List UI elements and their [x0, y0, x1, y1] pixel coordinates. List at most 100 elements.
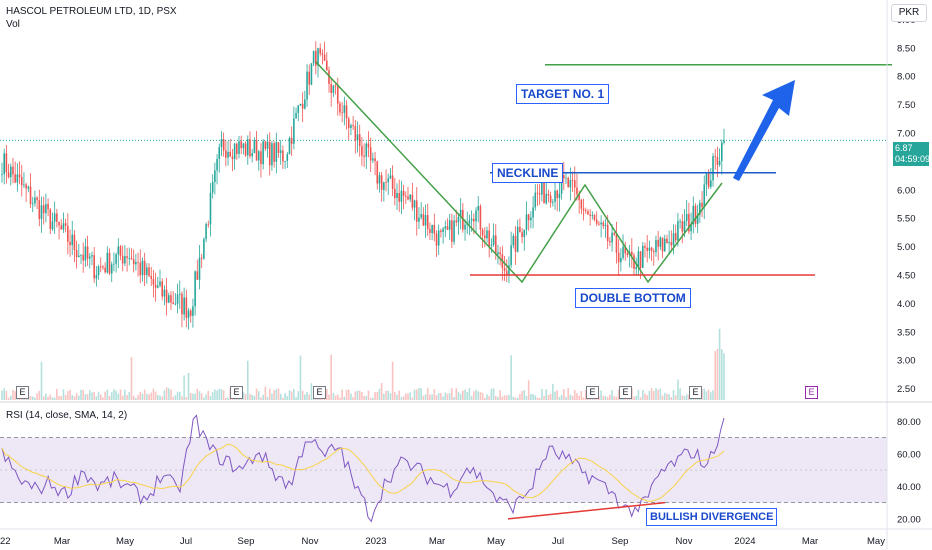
volume-bar — [347, 389, 350, 400]
volume-bar — [481, 392, 484, 400]
x-tick-label: May — [867, 536, 885, 547]
candle — [216, 159, 218, 171]
volume-bar — [685, 394, 688, 400]
volume-bar — [580, 391, 583, 400]
currency-button[interactable]: PKR — [891, 4, 927, 22]
earnings-badge[interactable]: E — [313, 386, 326, 399]
earnings-badge[interactable]: E — [230, 386, 243, 399]
candle — [38, 200, 41, 219]
x-tick-label: 22 — [0, 536, 11, 547]
candle — [108, 252, 111, 274]
volume-bar — [358, 390, 361, 400]
volume-bar — [115, 390, 117, 400]
candle — [652, 250, 655, 253]
double-bottom-label[interactable]: DOUBLE BOTTOM — [575, 288, 691, 308]
volume-bar — [372, 397, 374, 400]
rsi-y-tick-label: 60.00 — [897, 449, 921, 460]
last-price-tag: 6.87 04:59:09 — [893, 142, 931, 166]
candle — [113, 263, 115, 265]
candle — [124, 256, 126, 264]
pattern-drawings[interactable] — [315, 61, 892, 284]
volume-bar — [521, 390, 523, 400]
volume-bar — [157, 395, 159, 400]
volume-bar — [609, 394, 611, 400]
candle — [75, 249, 78, 257]
neckline-label[interactable]: NECKLINE — [492, 163, 564, 183]
candle — [556, 190, 559, 199]
candle — [584, 210, 587, 212]
candle — [552, 201, 554, 203]
volume-bar — [633, 396, 635, 400]
volume-bar — [211, 392, 214, 400]
candle — [631, 251, 633, 256]
candle — [440, 230, 442, 232]
volume-bar — [527, 380, 530, 400]
candle — [547, 193, 550, 196]
candle — [146, 267, 148, 276]
candle — [437, 230, 440, 246]
volume-bar — [12, 389, 14, 400]
earnings-badge[interactable]: E — [619, 386, 632, 399]
candle — [573, 180, 576, 188]
volume-bar — [415, 389, 418, 400]
volume-bar — [192, 393, 194, 400]
target-label[interactable]: TARGET NO. 1 — [516, 84, 610, 104]
volume-bar — [391, 361, 394, 400]
volume-bar — [470, 396, 473, 400]
volume-bar — [93, 391, 95, 400]
candle — [214, 170, 216, 183]
candle — [20, 177, 23, 186]
candle — [516, 226, 519, 252]
candle — [82, 254, 84, 261]
candle — [578, 194, 580, 200]
bar-countdown: 04:59:09 — [895, 154, 931, 164]
bullish-divergence-label[interactable]: BULLISH DIVERGENCE — [646, 508, 778, 526]
earnings-badge[interactable]: E — [689, 386, 702, 399]
candle — [45, 203, 47, 214]
volume-bar — [268, 388, 271, 400]
candle — [352, 125, 354, 127]
volume-bar — [400, 397, 403, 400]
volume-bar — [339, 397, 341, 400]
candle — [508, 265, 510, 275]
volume-bar — [567, 388, 569, 400]
candle — [367, 143, 370, 148]
volume-bar — [701, 388, 703, 400]
candle — [521, 232, 523, 238]
candle — [391, 175, 394, 189]
volume-bar — [455, 388, 458, 400]
volume-bar — [328, 394, 330, 400]
candle — [178, 293, 181, 295]
volume-bar — [73, 396, 76, 400]
volume-bar — [117, 393, 120, 400]
earnings-badge[interactable]: E — [586, 386, 599, 399]
earnings-badge[interactable]: E — [16, 386, 29, 399]
candle — [332, 85, 335, 94]
candle — [317, 48, 319, 66]
volume-bar — [674, 395, 677, 400]
candle — [514, 235, 517, 252]
candle — [242, 143, 245, 149]
volume-bar — [556, 390, 559, 400]
earnings-badge[interactable]: E — [805, 386, 818, 399]
candle — [60, 225, 63, 230]
volume-bar — [220, 389, 223, 400]
y-tick-label: 5.00 — [897, 242, 916, 253]
candle — [102, 266, 104, 268]
volume-bar — [332, 392, 335, 400]
candle — [67, 225, 69, 242]
candle — [606, 224, 609, 242]
x-tick-label: Jul — [552, 536, 564, 547]
volume-bar — [440, 393, 442, 400]
y-tick-label: 7.00 — [897, 128, 916, 139]
volume-bar — [617, 389, 620, 400]
volume-bar — [494, 395, 497, 400]
candle — [525, 214, 528, 230]
volume-bar — [216, 390, 218, 400]
candle — [31, 203, 34, 205]
candle — [510, 245, 512, 266]
volume-bar — [712, 390, 714, 400]
volume-bar — [56, 388, 58, 400]
